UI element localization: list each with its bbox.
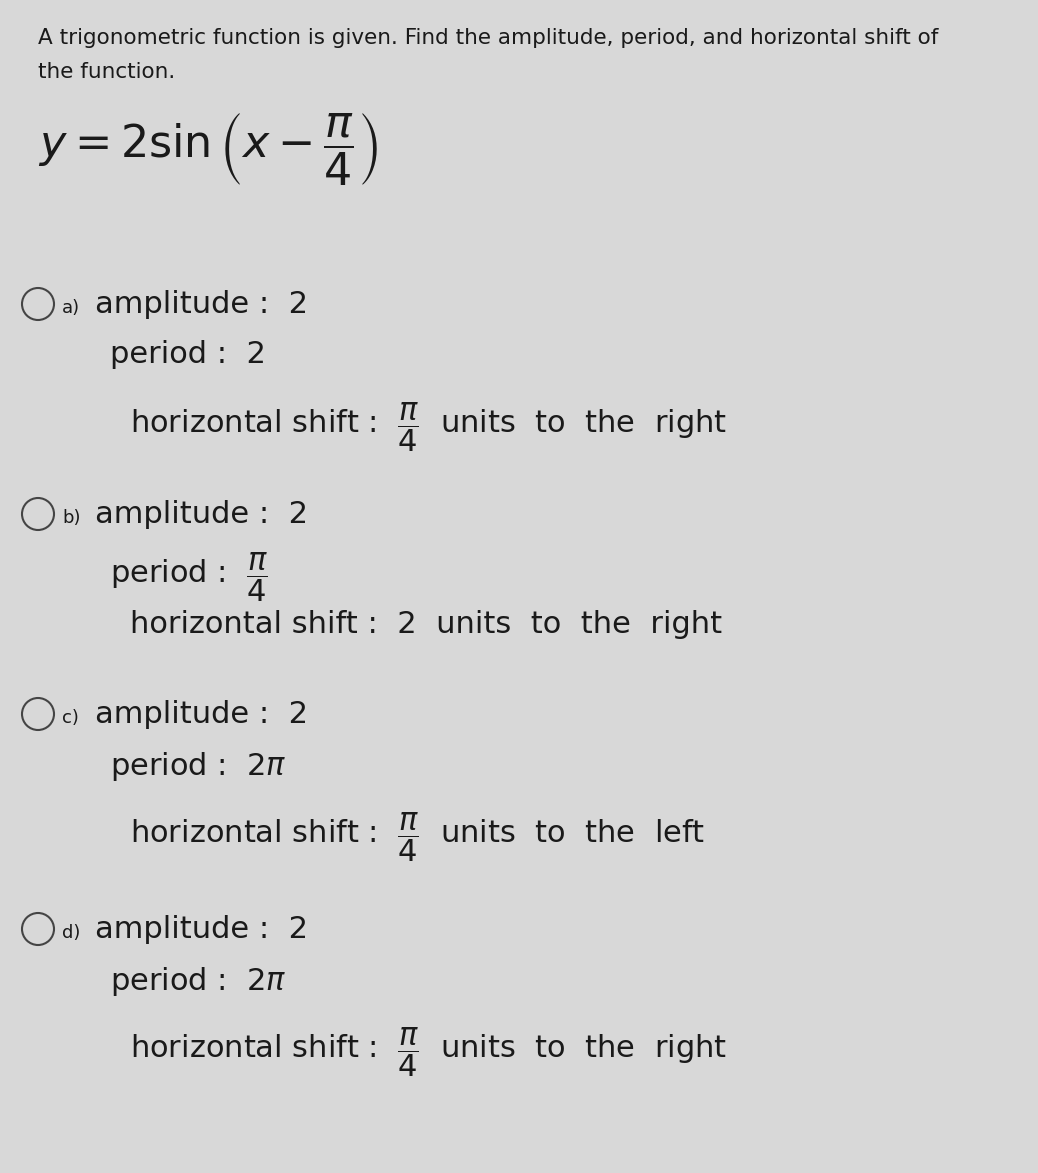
Text: amplitude :  2: amplitude : 2	[95, 915, 308, 944]
Text: $y = 2\sin\left(x - \dfrac{\pi}{4}\right)$: $y = 2\sin\left(x - \dfrac{\pi}{4}\right…	[38, 110, 378, 187]
Text: amplitude :  2: amplitude : 2	[95, 290, 308, 319]
Text: horizontal shift :  $\dfrac{\pi}{4}$  units  to  the  right: horizontal shift : $\dfrac{\pi}{4}$ unit…	[130, 400, 727, 454]
Text: a): a)	[62, 299, 80, 317]
Text: the function.: the function.	[38, 62, 175, 82]
Text: horizontal shift :  2  units  to  the  right: horizontal shift : 2 units to the right	[130, 610, 722, 639]
Text: period :  $2\pi$: period : $2\pi$	[110, 965, 286, 998]
Text: A trigonometric function is given. Find the amplitude, period, and horizontal sh: A trigonometric function is given. Find …	[38, 28, 938, 48]
Text: horizontal shift :  $\dfrac{\pi}{4}$  units  to  the  right: horizontal shift : $\dfrac{\pi}{4}$ unit…	[130, 1025, 727, 1078]
Text: horizontal shift :  $\dfrac{\pi}{4}$  units  to  the  left: horizontal shift : $\dfrac{\pi}{4}$ unit…	[130, 811, 705, 863]
Text: b): b)	[62, 509, 81, 527]
Text: period :  $\dfrac{\pi}{4}$: period : $\dfrac{\pi}{4}$	[110, 550, 268, 604]
Text: d): d)	[62, 924, 80, 942]
Text: period :  2: period : 2	[110, 340, 266, 369]
Text: c): c)	[62, 708, 79, 727]
Text: amplitude :  2: amplitude : 2	[95, 700, 308, 728]
Text: period :  $2\pi$: period : $2\pi$	[110, 750, 286, 784]
Text: amplitude :  2: amplitude : 2	[95, 500, 308, 529]
